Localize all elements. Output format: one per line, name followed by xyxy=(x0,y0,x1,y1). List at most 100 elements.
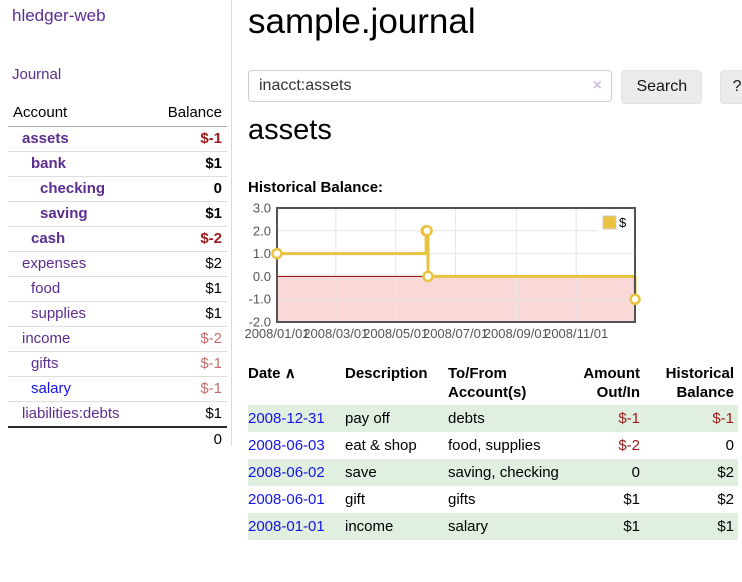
register-header-date[interactable]: Date ∧ xyxy=(248,365,296,382)
transaction-row: 2008-01-01 income salary $1 $1 xyxy=(248,513,738,540)
transaction-date-link[interactable]: 2008-06-02 xyxy=(248,464,325,481)
account-balance: $-1 xyxy=(200,130,222,147)
account-link[interactable]: supplies xyxy=(31,305,87,322)
account-row: income $-2 xyxy=(8,327,227,352)
account-balance: $1 xyxy=(205,280,222,297)
account-row: saving $1 xyxy=(8,202,227,227)
account-row: bank $1 xyxy=(8,152,227,177)
svg-text:2008/03/01: 2008/03/01 xyxy=(303,326,368,341)
svg-text:3.0: 3.0 xyxy=(253,201,271,216)
accounts-total-row: 0 xyxy=(8,427,227,452)
transaction-accounts: debts xyxy=(448,405,572,432)
account-row: salary $-1 xyxy=(8,377,227,402)
account-row: checking 0 xyxy=(8,177,227,202)
account-row: cash $-2 xyxy=(8,227,227,252)
sort-asc-icon: ∧ xyxy=(284,365,296,382)
account-link[interactable]: cash xyxy=(31,230,66,247)
clear-search-icon[interactable]: × xyxy=(592,77,602,94)
search-input-wrap: × xyxy=(248,70,612,102)
register-header-amount: Amount Out/In xyxy=(583,365,640,401)
transaction-amount: $-1 xyxy=(572,405,642,432)
page-title: sample.journal xyxy=(248,2,476,41)
transaction-row: 2008-06-03 eat & shop food, supplies $-2 0 xyxy=(248,432,738,459)
account-balance: $-2 xyxy=(200,330,222,347)
transaction-balance: $2 xyxy=(642,459,738,486)
svg-text:2008/01/01: 2008/01/01 xyxy=(244,326,309,341)
account-link[interactable]: assets xyxy=(22,130,69,147)
search-button[interactable]: Search xyxy=(621,70,703,104)
transaction-description: save xyxy=(345,459,448,486)
transaction-date-link[interactable]: 2008-01-01 xyxy=(248,518,325,535)
transaction-description: income xyxy=(345,513,448,540)
account-row: supplies $1 xyxy=(8,302,227,327)
account-link[interactable]: income xyxy=(22,330,71,347)
transaction-description: gift xyxy=(345,491,366,508)
account-row: assets $-1 xyxy=(8,127,227,152)
svg-text:1.0: 1.0 xyxy=(253,246,271,261)
svg-text:-1.0: -1.0 xyxy=(249,292,271,307)
transaction-row: 2008-06-01 gift gifts $1 $2 xyxy=(248,486,738,513)
search-form: × Search ? xyxy=(248,70,742,104)
svg-text:2008/05/01: 2008/05/01 xyxy=(363,326,428,341)
register-table: Date ∧ Description To/From Account(s) Am… xyxy=(248,361,738,540)
accounts-header-balance: Balance xyxy=(149,100,227,127)
account-link[interactable]: bank xyxy=(31,155,67,172)
account-link[interactable]: salary xyxy=(31,380,72,397)
transaction-date-link[interactable]: 2008-06-03 xyxy=(248,437,325,454)
transaction-balance: $1 xyxy=(642,513,738,540)
account-row: liabilities:debts $1 xyxy=(8,402,227,428)
transaction-row: 2008-06-02 save saving, checking 0 $2 xyxy=(248,459,738,486)
search-input[interactable] xyxy=(248,70,612,102)
accounts-table-header: Account Balance xyxy=(8,100,227,127)
svg-text:2008/09/01: 2008/09/01 xyxy=(484,326,549,341)
help-button[interactable]: ? xyxy=(719,70,742,104)
transaction-accounts: food, supplies xyxy=(448,437,541,454)
account-link[interactable]: food xyxy=(31,280,61,297)
svg-text:2.0: 2.0 xyxy=(253,223,271,238)
register-table-header: Date ∧ Description To/From Account(s) Am… xyxy=(248,361,738,405)
transaction-date-link[interactable]: 2008-12-31 xyxy=(248,410,325,427)
account-balance: $1 xyxy=(205,155,222,172)
sidebar-item-journal[interactable]: Journal xyxy=(12,66,62,83)
account-row: food $1 xyxy=(8,277,227,302)
chart-title: Historical Balance: xyxy=(248,179,384,196)
sidebar-divider xyxy=(231,0,232,446)
accounts-total-balance: 0 xyxy=(213,431,222,448)
transaction-balance: 0 xyxy=(725,437,734,454)
account-link[interactable]: saving xyxy=(40,205,88,222)
app-brand-link[interactable]: hledger-web xyxy=(12,6,106,25)
accounts-header-account: Account xyxy=(8,100,150,127)
svg-text:$: $ xyxy=(619,215,627,230)
account-link[interactable]: expenses xyxy=(22,255,87,272)
account-balance: $1 xyxy=(205,205,222,222)
account-balance: $2 xyxy=(205,255,222,272)
account-balance: 0 xyxy=(213,180,222,197)
transaction-amount: $-2 xyxy=(618,437,640,454)
transaction-amount: $1 xyxy=(572,513,642,540)
account-link[interactable]: liabilities:debts xyxy=(22,405,120,422)
transaction-description: pay off xyxy=(345,405,448,432)
account-row: gifts $-1 xyxy=(8,352,227,377)
transaction-amount: 0 xyxy=(572,459,642,486)
account-balance: $-1 xyxy=(200,355,222,372)
account-balance: $-1 xyxy=(200,380,222,397)
svg-text:2008/11/01: 2008/11/01 xyxy=(544,326,608,341)
register-header-balance: Historical Balance xyxy=(665,365,734,401)
svg-text:-2.0: -2.0 xyxy=(249,315,271,330)
transaction-amount: $1 xyxy=(623,491,640,508)
transaction-accounts: saving, checking xyxy=(448,459,572,486)
account-link[interactable]: checking xyxy=(40,180,106,197)
transaction-date-link[interactable]: 2008-06-01 xyxy=(248,491,325,508)
historical-balance-chart: 3.0 2.0 1.0 0.0 -1.0 -2.02008/01/012008/03/01… xyxy=(244,201,641,341)
account-balance: $-2 xyxy=(200,230,222,247)
transaction-balance: $2 xyxy=(717,491,734,508)
account-link[interactable]: gifts xyxy=(31,355,59,372)
account-heading: assets xyxy=(248,114,332,146)
svg-text:0.0: 0.0 xyxy=(253,269,271,284)
account-balance: $1 xyxy=(205,405,222,422)
transaction-balance: $-1 xyxy=(642,405,738,432)
register-header-accounts: To/From Account(s) xyxy=(448,365,527,401)
svg-text:2008/07/01: 2008/07/01 xyxy=(423,326,488,341)
account-balance: $1 xyxy=(205,305,222,322)
transaction-description: eat & shop xyxy=(345,437,417,454)
